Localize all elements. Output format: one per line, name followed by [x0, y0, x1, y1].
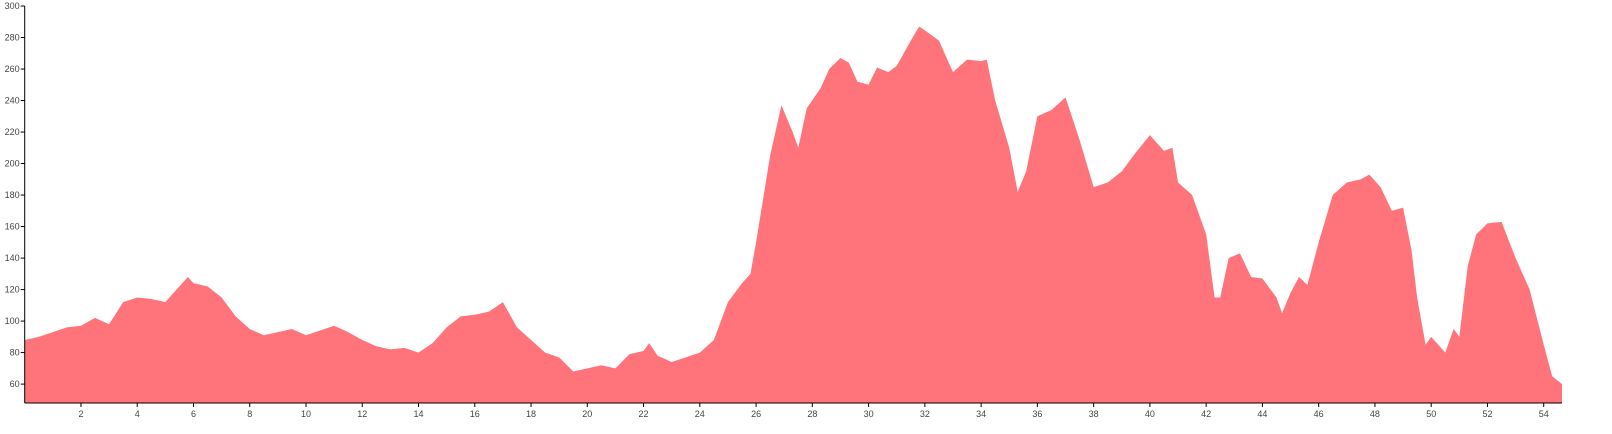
x-tick-label: 40	[1145, 409, 1155, 419]
y-tick-label: 120	[5, 285, 20, 295]
x-tick-label: 50	[1426, 409, 1436, 419]
x-tick-label: 28	[807, 409, 817, 419]
x-tick-label: 2	[78, 409, 83, 419]
y-tick-label: 80	[10, 348, 20, 358]
area	[24, 26, 1563, 403]
x-tick-label: 8	[247, 409, 252, 419]
y-tick-label: 240	[5, 96, 20, 106]
y-tick-label: 280	[5, 33, 20, 43]
x-tick-label: 18	[526, 409, 536, 419]
x-tick-label: 34	[976, 409, 986, 419]
x-tick-label: 42	[1201, 409, 1211, 419]
y-tick-label: 180	[5, 190, 20, 200]
y-tick-label: 260	[5, 64, 20, 74]
x-tick-label: 20	[582, 409, 592, 419]
x-tick-label: 16	[470, 409, 480, 419]
x-tick-label: 30	[864, 409, 874, 419]
y-tick-label: 100	[5, 316, 20, 326]
y-tick-label: 160	[5, 222, 20, 232]
y-tick-label: 220	[5, 127, 20, 137]
x-tick-label: 12	[357, 409, 367, 419]
x-tick-label: 52	[1482, 409, 1492, 419]
x-tick-label: 14	[414, 409, 424, 419]
x-tick-label: 44	[1257, 409, 1267, 419]
y-tick-label: 200	[5, 159, 20, 169]
x-tick-label: 38	[1089, 409, 1099, 419]
x-tick-label: 22	[639, 409, 649, 419]
x-tick-label: 10	[301, 409, 311, 419]
y-tick-label: 140	[5, 253, 20, 263]
x-tick-label: 24	[695, 409, 705, 419]
x-tick-label: 48	[1370, 409, 1380, 419]
y-tick-label: 300	[5, 1, 20, 11]
x-tick-label: 46	[1314, 409, 1324, 419]
x-tick-label: 36	[1032, 409, 1042, 419]
y-tick-label: 60	[10, 379, 20, 389]
x-tick-label: 32	[920, 409, 930, 419]
x-tick-label: 4	[135, 409, 140, 419]
x-tick-label: 26	[751, 409, 761, 419]
x-tick-label: 54	[1539, 409, 1549, 419]
x-tick-label: 6	[191, 409, 196, 419]
